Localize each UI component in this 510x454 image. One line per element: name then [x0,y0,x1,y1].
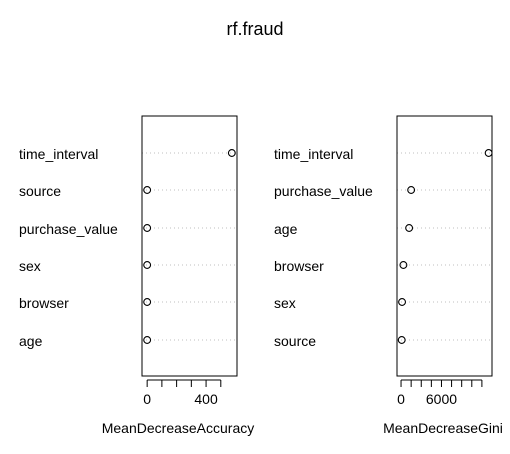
category-label: source [19,183,61,199]
x-axis-label: MeanDecreaseAccuracy [102,420,255,436]
category-label: age [19,333,43,349]
x-tick-label: 400 [194,391,218,407]
data-point [398,298,407,306]
category-label: browser [19,295,69,311]
category-label: time_interval [274,146,353,162]
category-label: purchase_value [274,183,373,199]
plot-frame [396,115,493,377]
data-point [484,149,493,157]
data-point [397,336,406,344]
chart-title: rf.fraud [226,19,283,39]
x-tick-label: 0 [397,391,405,407]
x-tick-label: 6000 [426,391,457,407]
category-label: sex [19,258,41,274]
data-point [407,186,416,194]
category-label: sex [274,295,296,311]
data-point [143,186,152,194]
x-axis-label: MeanDecreaseGini [383,420,503,436]
data-point [405,224,414,232]
plot-frame [141,115,238,377]
category-label: age [274,221,298,237]
x-tick-label: 0 [143,391,151,407]
data-point [399,261,408,269]
data-point [143,336,152,344]
data-point [143,224,152,232]
category-label: time_interval [19,146,98,162]
data-point [143,261,152,269]
data-point [227,149,236,157]
category-label: purchase_value [19,221,118,237]
category-label: source [274,333,316,349]
category-label: browser [274,258,324,274]
data-point [143,298,152,306]
